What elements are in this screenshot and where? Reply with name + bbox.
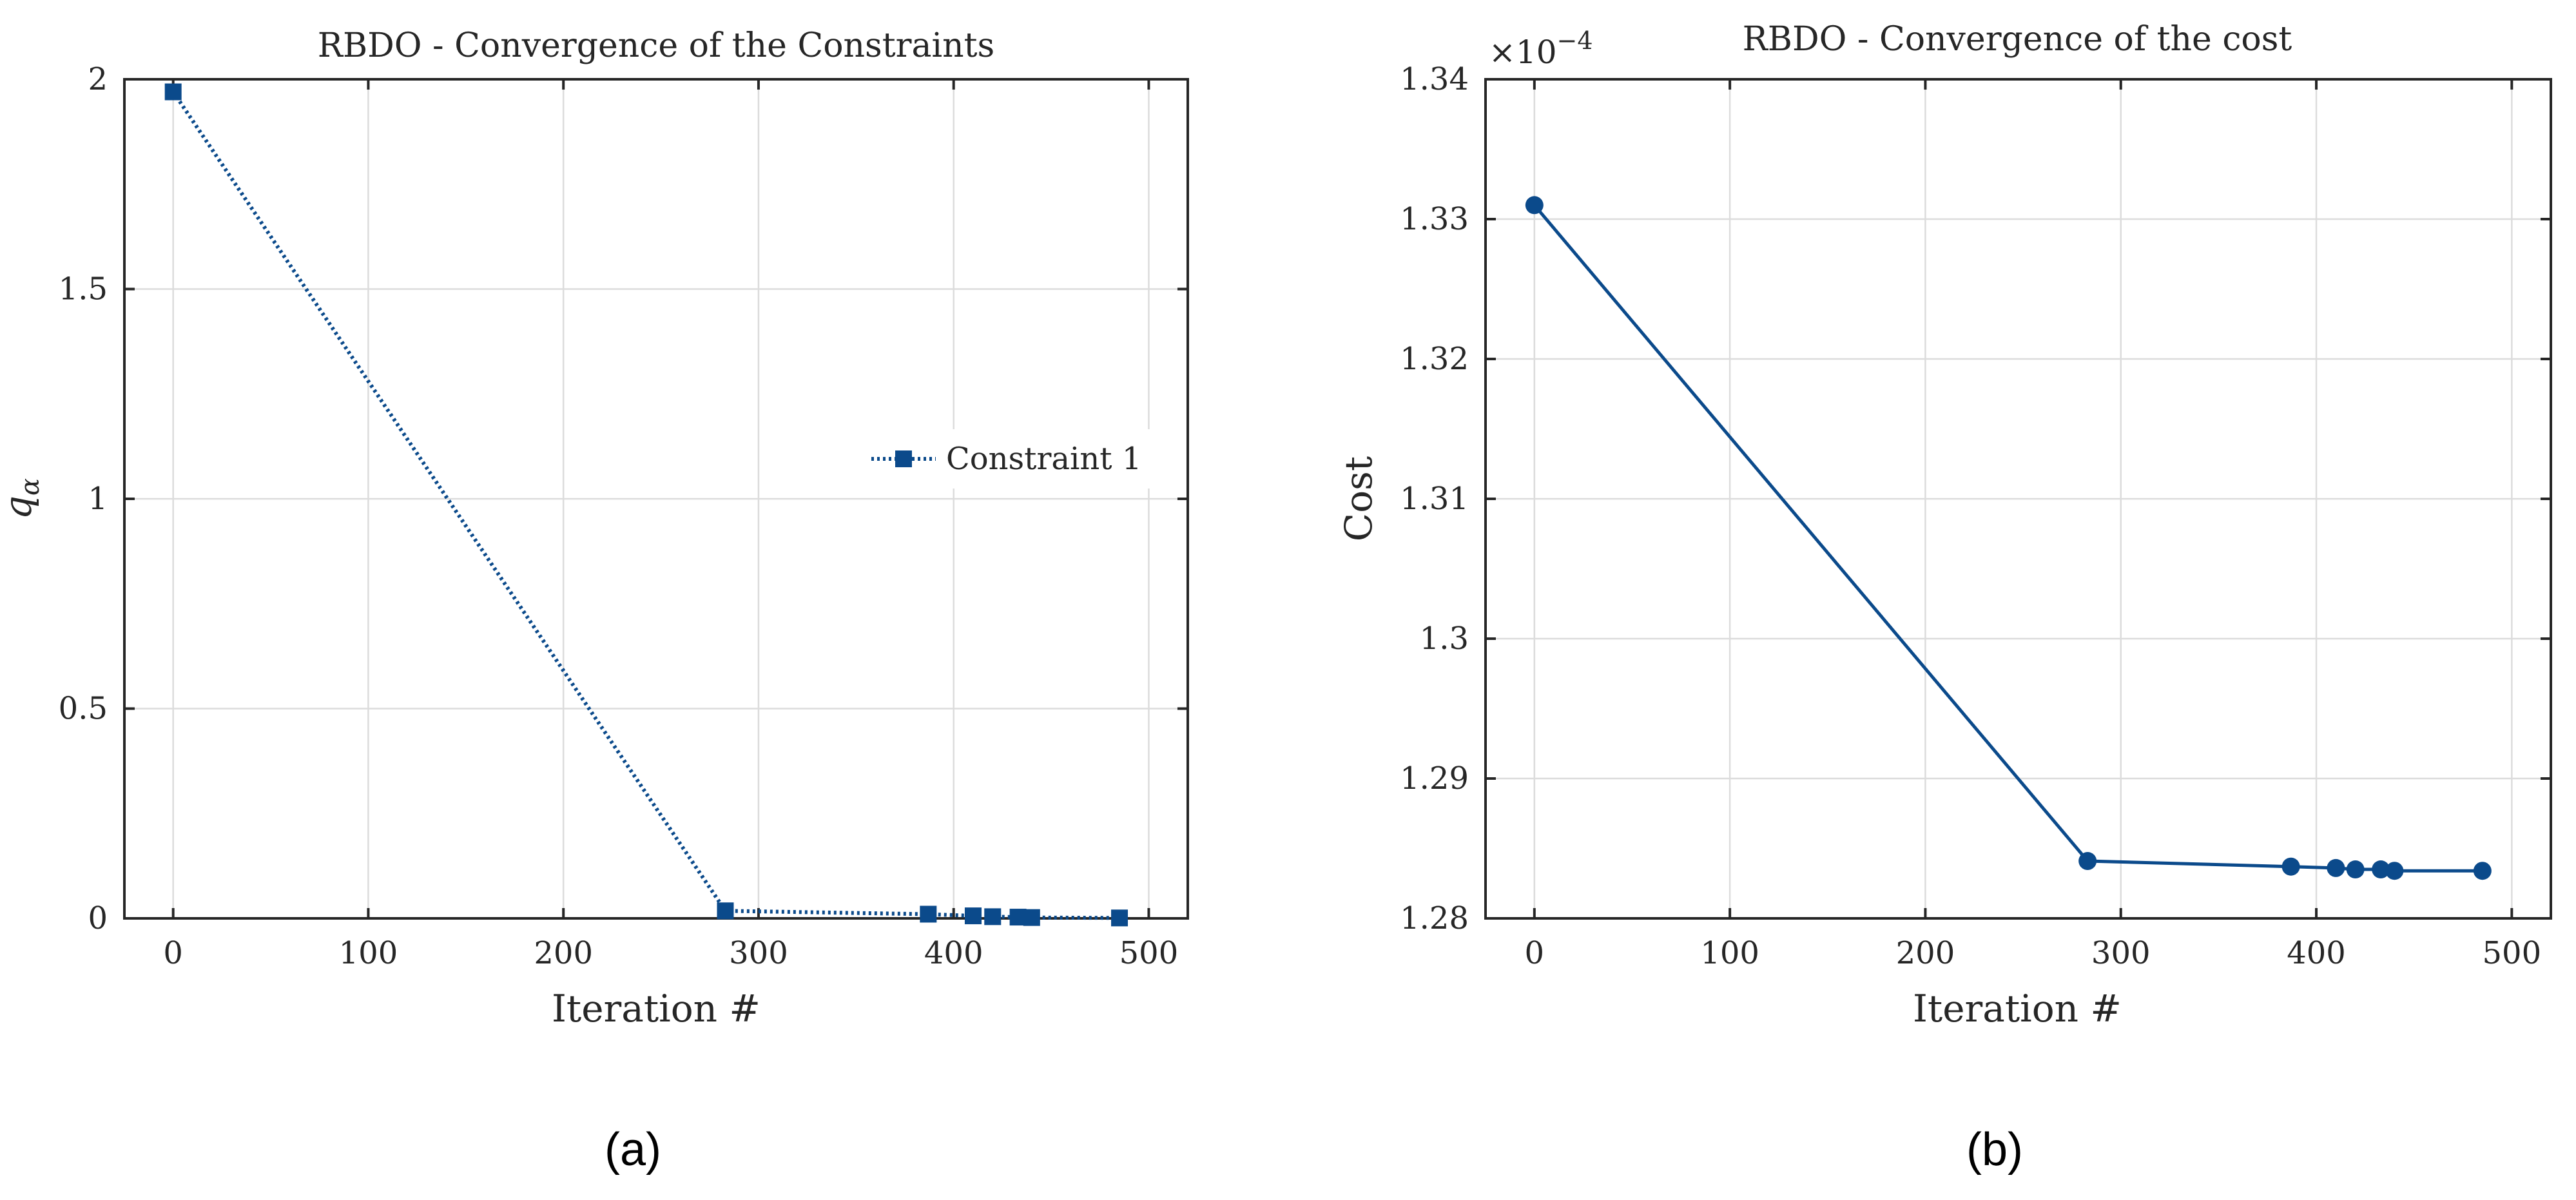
data-point-marker (2372, 860, 2390, 879)
y-tick-label: 1.3 (1420, 621, 1469, 657)
grid-a (124, 78, 1188, 920)
series-line (1533, 204, 2483, 873)
series-a (164, 83, 1128, 927)
caption-b: (b) (1966, 1124, 2023, 1176)
data-point-marker (1023, 909, 1040, 926)
data-point-marker (1111, 909, 1128, 927)
y-axis-scale-factor: ×10−4 (1489, 26, 1593, 71)
scale-factor-base: ×10 (1489, 34, 1557, 71)
x-tick-label: 400 (924, 935, 983, 971)
y-axis-label-a-subscript: α (15, 478, 45, 496)
chart-title-b: RBDO - Convergence of the cost (1743, 20, 2292, 59)
y-axis-label-b: Cost (1337, 456, 1380, 541)
y-tick-label: 1.29 (1400, 760, 1469, 797)
data-point-marker (2473, 862, 2492, 880)
ticks-a: 0 100 200 300 400 500 0 0.5 1 1.5 2 (59, 61, 1188, 971)
ticks-b: 0 100 200 300 400 500 1.28 1.29 1.3 1.31 1.32 1.33 1… (1400, 61, 2551, 971)
y-tick-label: 1.33 (1400, 201, 1469, 237)
chart-panel-b: 0 100 200 300 400 500 1.28 1.29 1.3 1.31 1.32 1.33 1… (1337, 20, 2552, 1176)
data-point-marker (2078, 852, 2097, 871)
x-tick-label: 200 (1896, 935, 1955, 971)
y-tick-label: 0 (88, 900, 108, 936)
data-point-marker (964, 907, 982, 925)
legend-label-constraint-1: Constraint 1 (946, 441, 1141, 477)
x-tick-label: 300 (729, 935, 788, 971)
x-tick-label: 0 (1525, 935, 1545, 971)
y-tick-label: 0.5 (59, 691, 108, 727)
x-tick-label: 100 (339, 935, 398, 971)
data-point-marker (164, 83, 182, 101)
y-tick-label: 1.34 (1400, 61, 1469, 97)
x-axis-label-a: Iteration # (552, 987, 760, 1031)
x-tick-label: 300 (2091, 935, 2151, 971)
x-tick-label: 200 (534, 935, 593, 971)
y-tick-label: 1.5 (59, 271, 108, 307)
data-point-marker (920, 905, 937, 923)
data-point-marker (2346, 860, 2365, 879)
data-point-marker (1525, 196, 1544, 215)
chart-panel-a: 0 100 200 300 400 500 0 0.5 1 1.5 2 RBDO - Converg… (0, 26, 1189, 1176)
data-point-marker (2327, 858, 2345, 877)
y-axis-label-a: qα (0, 478, 45, 519)
x-tick-label: 0 (163, 935, 183, 971)
x-tick-label: 500 (1119, 935, 1179, 971)
y-tick-label: 1 (88, 481, 108, 517)
x-tick-label: 100 (1700, 935, 1759, 971)
y-axis-label-a-main: q (0, 496, 40, 519)
chart-title-a: RBDO - Convergence of the Constraints (318, 26, 994, 65)
series-b (1525, 196, 2492, 880)
y-tick-label: 1.32 (1400, 341, 1469, 377)
legend-marker (895, 450, 912, 467)
x-tick-label: 400 (2287, 935, 2346, 971)
data-point-marker (984, 908, 1002, 925)
data-point-marker (2281, 857, 2300, 876)
caption-a: (a) (605, 1124, 661, 1176)
y-tick-label: 1.28 (1400, 900, 1469, 936)
x-axis-label-b: Iteration # (1913, 987, 2122, 1031)
series-line (171, 90, 1120, 920)
grid-b (1486, 78, 2551, 920)
legend: Constraint 1 (864, 429, 1160, 489)
y-tick-label: 2 (88, 61, 108, 97)
x-tick-label: 500 (2483, 935, 2542, 971)
data-point-marker (2385, 862, 2404, 880)
data-point-marker (717, 902, 734, 920)
y-tick-label: 1.31 (1400, 481, 1469, 517)
scale-factor-exponent: −4 (1557, 26, 1593, 55)
